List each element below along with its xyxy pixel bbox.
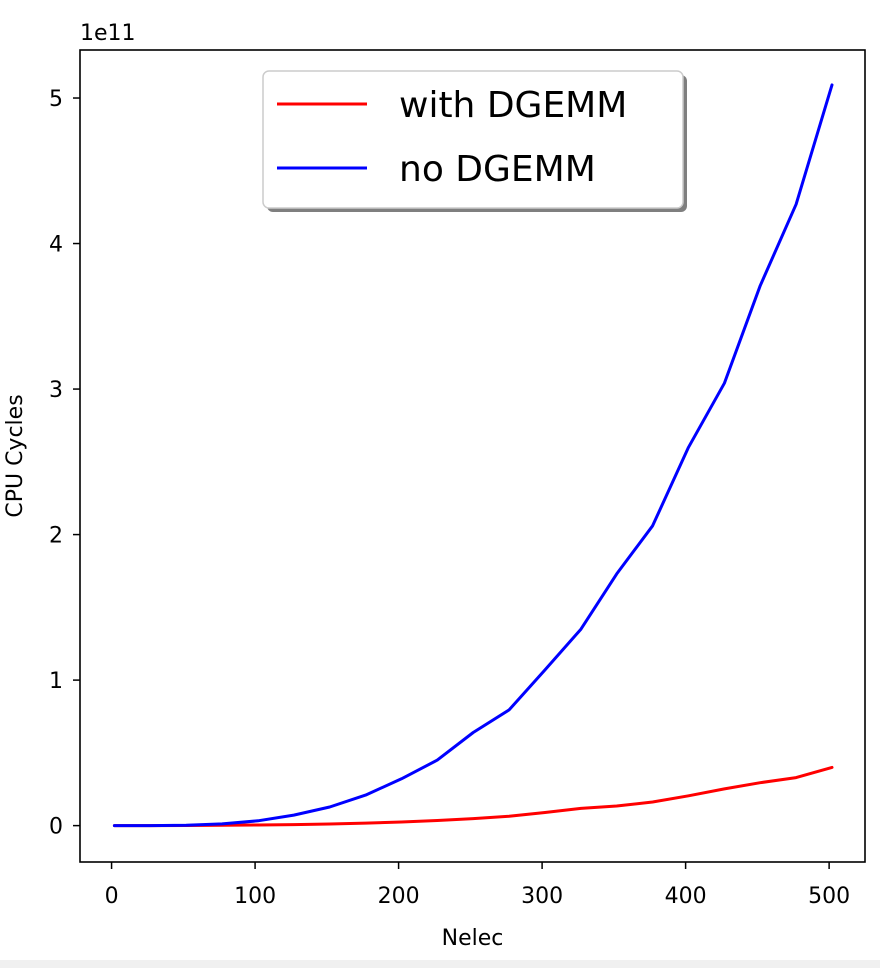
y-tick-label: 5 (49, 87, 63, 112)
legend-box (262, 70, 684, 209)
series-lines (112, 83, 834, 828)
y-axis-label: CPU Cycles (3, 394, 28, 517)
x-tick-label: 100 (234, 884, 276, 909)
y-scale-label: 1e11 (80, 21, 136, 46)
x-tick-label: 200 (378, 884, 420, 909)
series-line-with-dgemm (112, 765, 834, 828)
y-tick-label: 0 (49, 815, 63, 840)
x-tick-label: 0 (105, 884, 119, 909)
x-axis-label: Nelec (442, 926, 504, 951)
plot-frame (79, 49, 866, 863)
y-tick-label: 2 (49, 524, 63, 549)
x-tick-label: 400 (665, 884, 707, 909)
y-axis-ticks: 0 1 2 3 4 5 (49, 87, 80, 840)
x-tick-label: 300 (521, 884, 563, 909)
y-tick-label: 1 (49, 669, 63, 694)
legend: with DGEMM no DGEMM (262, 70, 687, 212)
legend-label-with-dgemm: with DGEMM (399, 85, 627, 126)
y-tick-label: 4 (49, 233, 63, 258)
bottom-strip (0, 960, 880, 968)
x-tick-label: 500 (808, 884, 850, 909)
legend-label-no-dgemm: no DGEMM (399, 149, 596, 190)
series-line-no-dgemm (112, 83, 834, 828)
y-tick-label: 3 (49, 378, 63, 403)
x-axis-ticks: 0 100 200 300 400 500 (105, 862, 850, 909)
